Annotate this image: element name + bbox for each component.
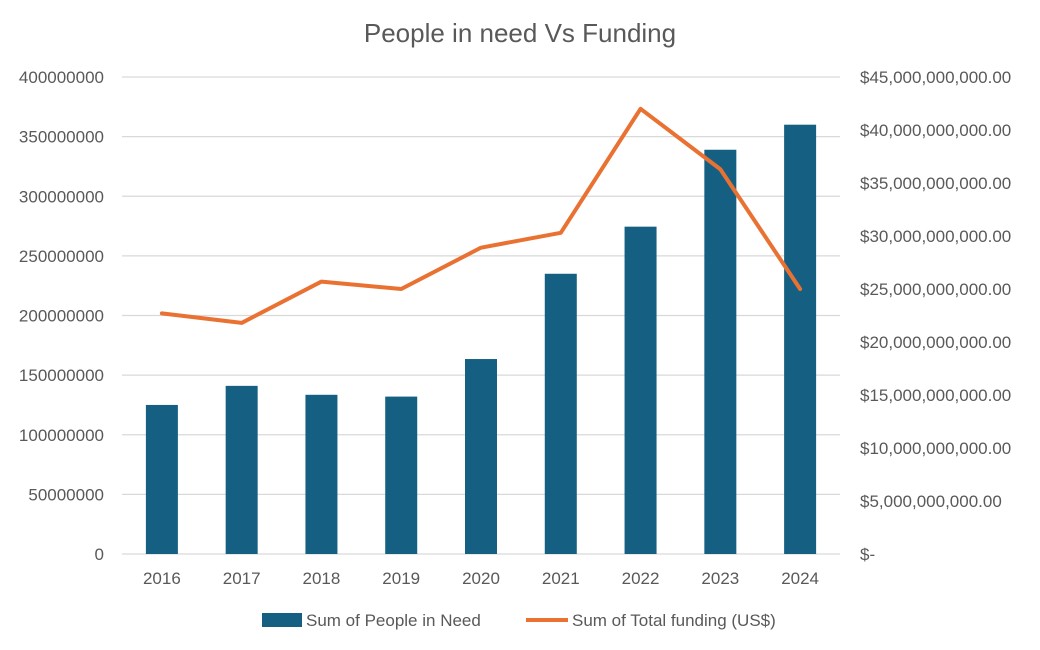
left-tick-label: 50000000 [28, 485, 104, 504]
x-tick-label: 2020 [462, 569, 500, 588]
right-tick-label: $25,000,000,000.00 [860, 280, 1011, 299]
right-tick-label: $45,000,000,000.00 [860, 68, 1011, 87]
bar-2024 [784, 124, 817, 554]
bar-2019 [385, 396, 418, 554]
left-tick-label: 400000000 [19, 68, 104, 87]
x-tick-label: 2023 [701, 569, 739, 588]
left-tick-label: 250000000 [19, 247, 104, 266]
chart-title: People in need Vs Funding [364, 18, 676, 48]
right-tick-label: $30,000,000,000.00 [860, 227, 1011, 246]
bar-2021 [544, 273, 577, 554]
legend-line-label: Sum of Total funding (US$) [572, 611, 776, 630]
left-tick-label: 200000000 [19, 307, 104, 326]
right-tick-label: $- [860, 545, 875, 564]
x-tick-label: 2024 [781, 569, 819, 588]
right-tick-label: $5,000,000,000.00 [860, 492, 1002, 511]
bar-series [145, 124, 817, 554]
bar-2017 [225, 385, 258, 554]
x-tick-label: 2022 [622, 569, 660, 588]
x-axis: 2016 2017 2018 2019 2020 2021 2022 2023 2024 [143, 569, 819, 588]
left-axis: 0 50000000 100000000 150000000 200000000 2500… [19, 68, 104, 564]
x-tick-label: 2021 [542, 569, 580, 588]
left-tick-label: 150000000 [19, 366, 104, 385]
legend: Sum of People in Need Sum of Total fundi… [262, 611, 776, 630]
right-tick-label: $10,000,000,000.00 [860, 439, 1011, 458]
bar-2020 [465, 359, 497, 554]
x-tick-label: 2017 [223, 569, 261, 588]
legend-bar-swatch [262, 613, 302, 627]
x-tick-label: 2019 [382, 569, 420, 588]
bar-2022 [624, 226, 657, 554]
x-tick-label: 2018 [303, 569, 341, 588]
x-tick-label: 2016 [143, 569, 181, 588]
right-tick-label: $15,000,000,000.00 [860, 386, 1011, 405]
left-tick-label: 0 [95, 545, 104, 564]
left-tick-label: 300000000 [19, 187, 104, 206]
right-tick-label: $40,000,000,000.00 [860, 121, 1011, 140]
right-axis: $- $5,000,000,000.00 $10,000,000,000.00 $15… [860, 68, 1011, 564]
left-tick-label: 350000000 [19, 128, 104, 147]
right-tick-label: $20,000,000,000.00 [860, 333, 1011, 352]
legend-bar-label: Sum of People in Need [306, 611, 481, 630]
bar-2018 [305, 394, 338, 554]
bar-2023 [704, 149, 737, 554]
line-series [159, 106, 803, 325]
right-tick-label: $35,000,000,000.00 [860, 174, 1011, 193]
bar-2016 [145, 404, 178, 554]
left-tick-label: 100000000 [19, 426, 104, 445]
